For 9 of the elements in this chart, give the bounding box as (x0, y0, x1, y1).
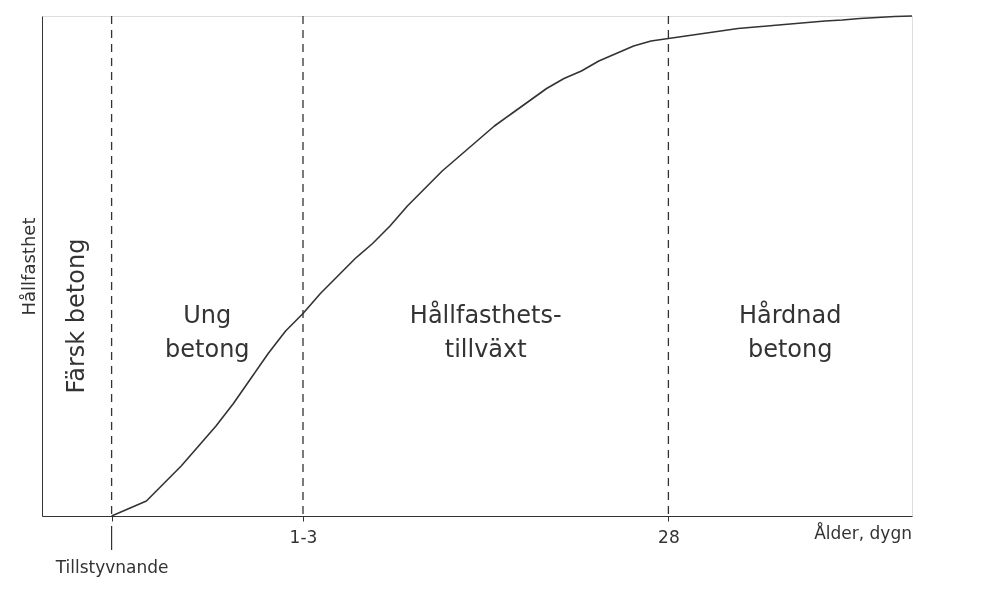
x-axis-title: Ålder, dygn (814, 522, 912, 543)
annotation: Hårdnad betong (738, 300, 842, 363)
annotation: Färsk betong (61, 238, 90, 394)
x-tick-label: 28 (658, 526, 680, 547)
x-tick-label: Tillstyvnande (54, 556, 169, 577)
annotation: Hållfasthets- tillväxt (409, 300, 562, 363)
annotation: Ung betong (165, 301, 250, 363)
y-axis-title: Hållfasthet (17, 217, 39, 316)
x-tick-label: 1-3 (289, 526, 318, 547)
